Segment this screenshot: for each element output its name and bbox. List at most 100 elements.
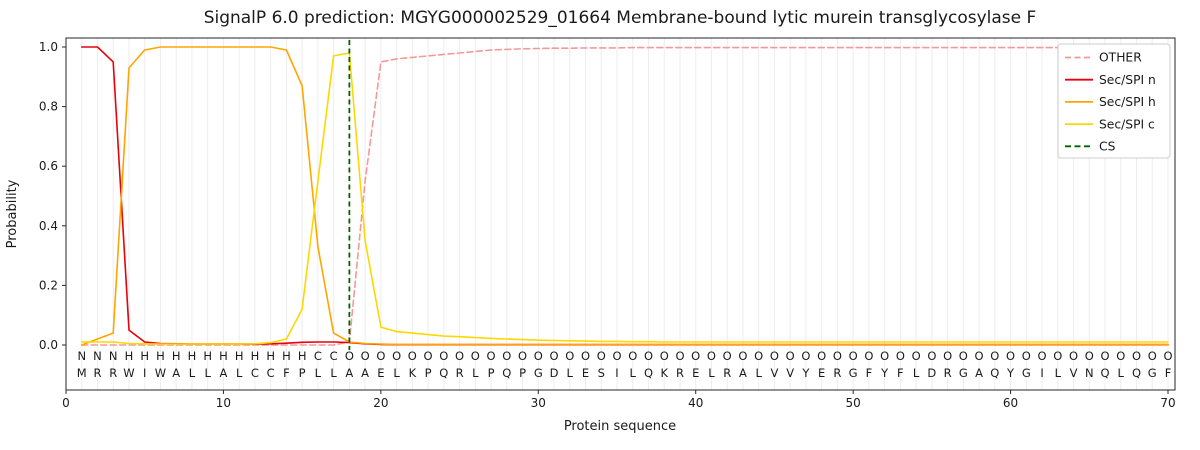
- position-label: O: [581, 349, 590, 363]
- x-tick-label: 40: [688, 396, 703, 410]
- x-tick-label: 50: [846, 396, 861, 410]
- residue-letter: A: [345, 366, 353, 380]
- residue-letter: P: [425, 366, 432, 380]
- position-label: O: [424, 349, 433, 363]
- residue-letter: E: [377, 366, 384, 380]
- residue-letter: L: [755, 366, 762, 380]
- position-label: O: [770, 349, 779, 363]
- position-label: O: [1100, 349, 1109, 363]
- position-label: O: [361, 349, 370, 363]
- residue-letter: V: [786, 366, 794, 380]
- position-label: O: [738, 349, 747, 363]
- residue-letter: M: [77, 366, 87, 380]
- position-label: O: [660, 349, 669, 363]
- position-label: O: [896, 349, 905, 363]
- position-label: O: [1022, 349, 1031, 363]
- residue-letter: A: [361, 366, 369, 380]
- residue-letter: D: [550, 366, 559, 380]
- legend-label: Sec/SPI c: [1099, 117, 1155, 131]
- position-label: O: [801, 349, 810, 363]
- position-label: H: [140, 349, 149, 363]
- position-label: O: [549, 349, 558, 363]
- residue-letter: L: [189, 366, 196, 380]
- position-label: O: [534, 349, 543, 363]
- legend-label: OTHER: [1099, 51, 1142, 65]
- residue-letter: R: [109, 366, 117, 380]
- position-label: O: [628, 349, 637, 363]
- residue-letter: F: [897, 366, 904, 380]
- residue-letter: L: [315, 366, 322, 380]
- position-label: O: [1006, 349, 1015, 363]
- position-label: O: [644, 349, 653, 363]
- series-sec-spi-n-line: [80, 46, 1169, 346]
- position-label: O: [1148, 349, 1157, 363]
- residue-letter: A: [219, 366, 227, 380]
- residue-letter: N: [1085, 366, 1094, 380]
- position-label: O: [471, 349, 480, 363]
- residue-letter: L: [236, 366, 243, 380]
- residue-letter: G: [534, 366, 543, 380]
- position-label: O: [786, 349, 795, 363]
- residue-letter: G: [849, 366, 858, 380]
- position-label: N: [109, 349, 118, 363]
- residue-letter: V: [770, 366, 778, 380]
- residue-letter: G: [1022, 366, 1031, 380]
- position-label: O: [754, 349, 763, 363]
- residue-letter: E: [692, 366, 699, 380]
- residue-letter: F: [1165, 366, 1172, 380]
- residue-letter: Y: [801, 366, 810, 380]
- residue-letter: C: [251, 366, 259, 380]
- residue-letter: L: [1055, 366, 1062, 380]
- residue-letter: E: [582, 366, 589, 380]
- position-label: O: [691, 349, 700, 363]
- position-label: H: [219, 349, 228, 363]
- residue-letter: Q: [990, 366, 999, 380]
- legend-label: CS: [1099, 140, 1116, 154]
- position-label: O: [990, 349, 999, 363]
- legend-item-cs: CS: [1065, 140, 1116, 154]
- residue-letter: Q: [1100, 366, 1109, 380]
- series-other-line: [80, 46, 1169, 346]
- residue-letter: R: [723, 366, 731, 380]
- residue-letter: D: [927, 366, 936, 380]
- residue-letter: F: [866, 366, 873, 380]
- position-label: H: [298, 349, 307, 363]
- position-label: O: [1132, 349, 1141, 363]
- residue-letter: L: [472, 366, 479, 380]
- residue-letter: I: [143, 366, 146, 380]
- residue-letter: G: [959, 366, 968, 380]
- position-label: C: [330, 349, 338, 363]
- position-label: O: [455, 349, 464, 363]
- position-label: O: [817, 349, 826, 363]
- gridlines: [81, 38, 1169, 390]
- position-label: H: [235, 349, 244, 363]
- legend-label: Sec/SPI h: [1099, 95, 1156, 109]
- position-label: N: [93, 349, 102, 363]
- position-label: O: [1053, 349, 1062, 363]
- position-label: H: [203, 349, 212, 363]
- plot-border: [65, 37, 1176, 391]
- chart-generated-content: 0 10 20 30 40 50 60 700.00.20.40.60.81.0N N N H H H H…: [39, 37, 1176, 410]
- position-label: O: [597, 349, 606, 363]
- residue-letter: L: [913, 366, 920, 380]
- position-label: O: [943, 349, 952, 363]
- legend-box: [1057, 43, 1171, 159]
- position-label: H: [282, 349, 291, 363]
- residue-letter: R: [676, 366, 684, 380]
- position-label: O: [439, 349, 448, 363]
- residue-letter: L: [393, 366, 400, 380]
- residue-letter: L: [204, 366, 211, 380]
- position-label: O: [707, 349, 716, 363]
- series-sec-spi-c-line: [80, 52, 1169, 345]
- position-label: H: [251, 349, 260, 363]
- residue-letter: P: [519, 366, 526, 380]
- position-label: H: [156, 349, 165, 363]
- residue-letter: Q: [644, 366, 653, 380]
- position-label: O: [487, 349, 496, 363]
- residue-letter: I: [615, 366, 618, 380]
- x-tick-label: 20: [373, 396, 388, 410]
- y-axis-ticks: 0.0 0.2 0.4 0.6 0.8 1.0: [39, 40, 66, 352]
